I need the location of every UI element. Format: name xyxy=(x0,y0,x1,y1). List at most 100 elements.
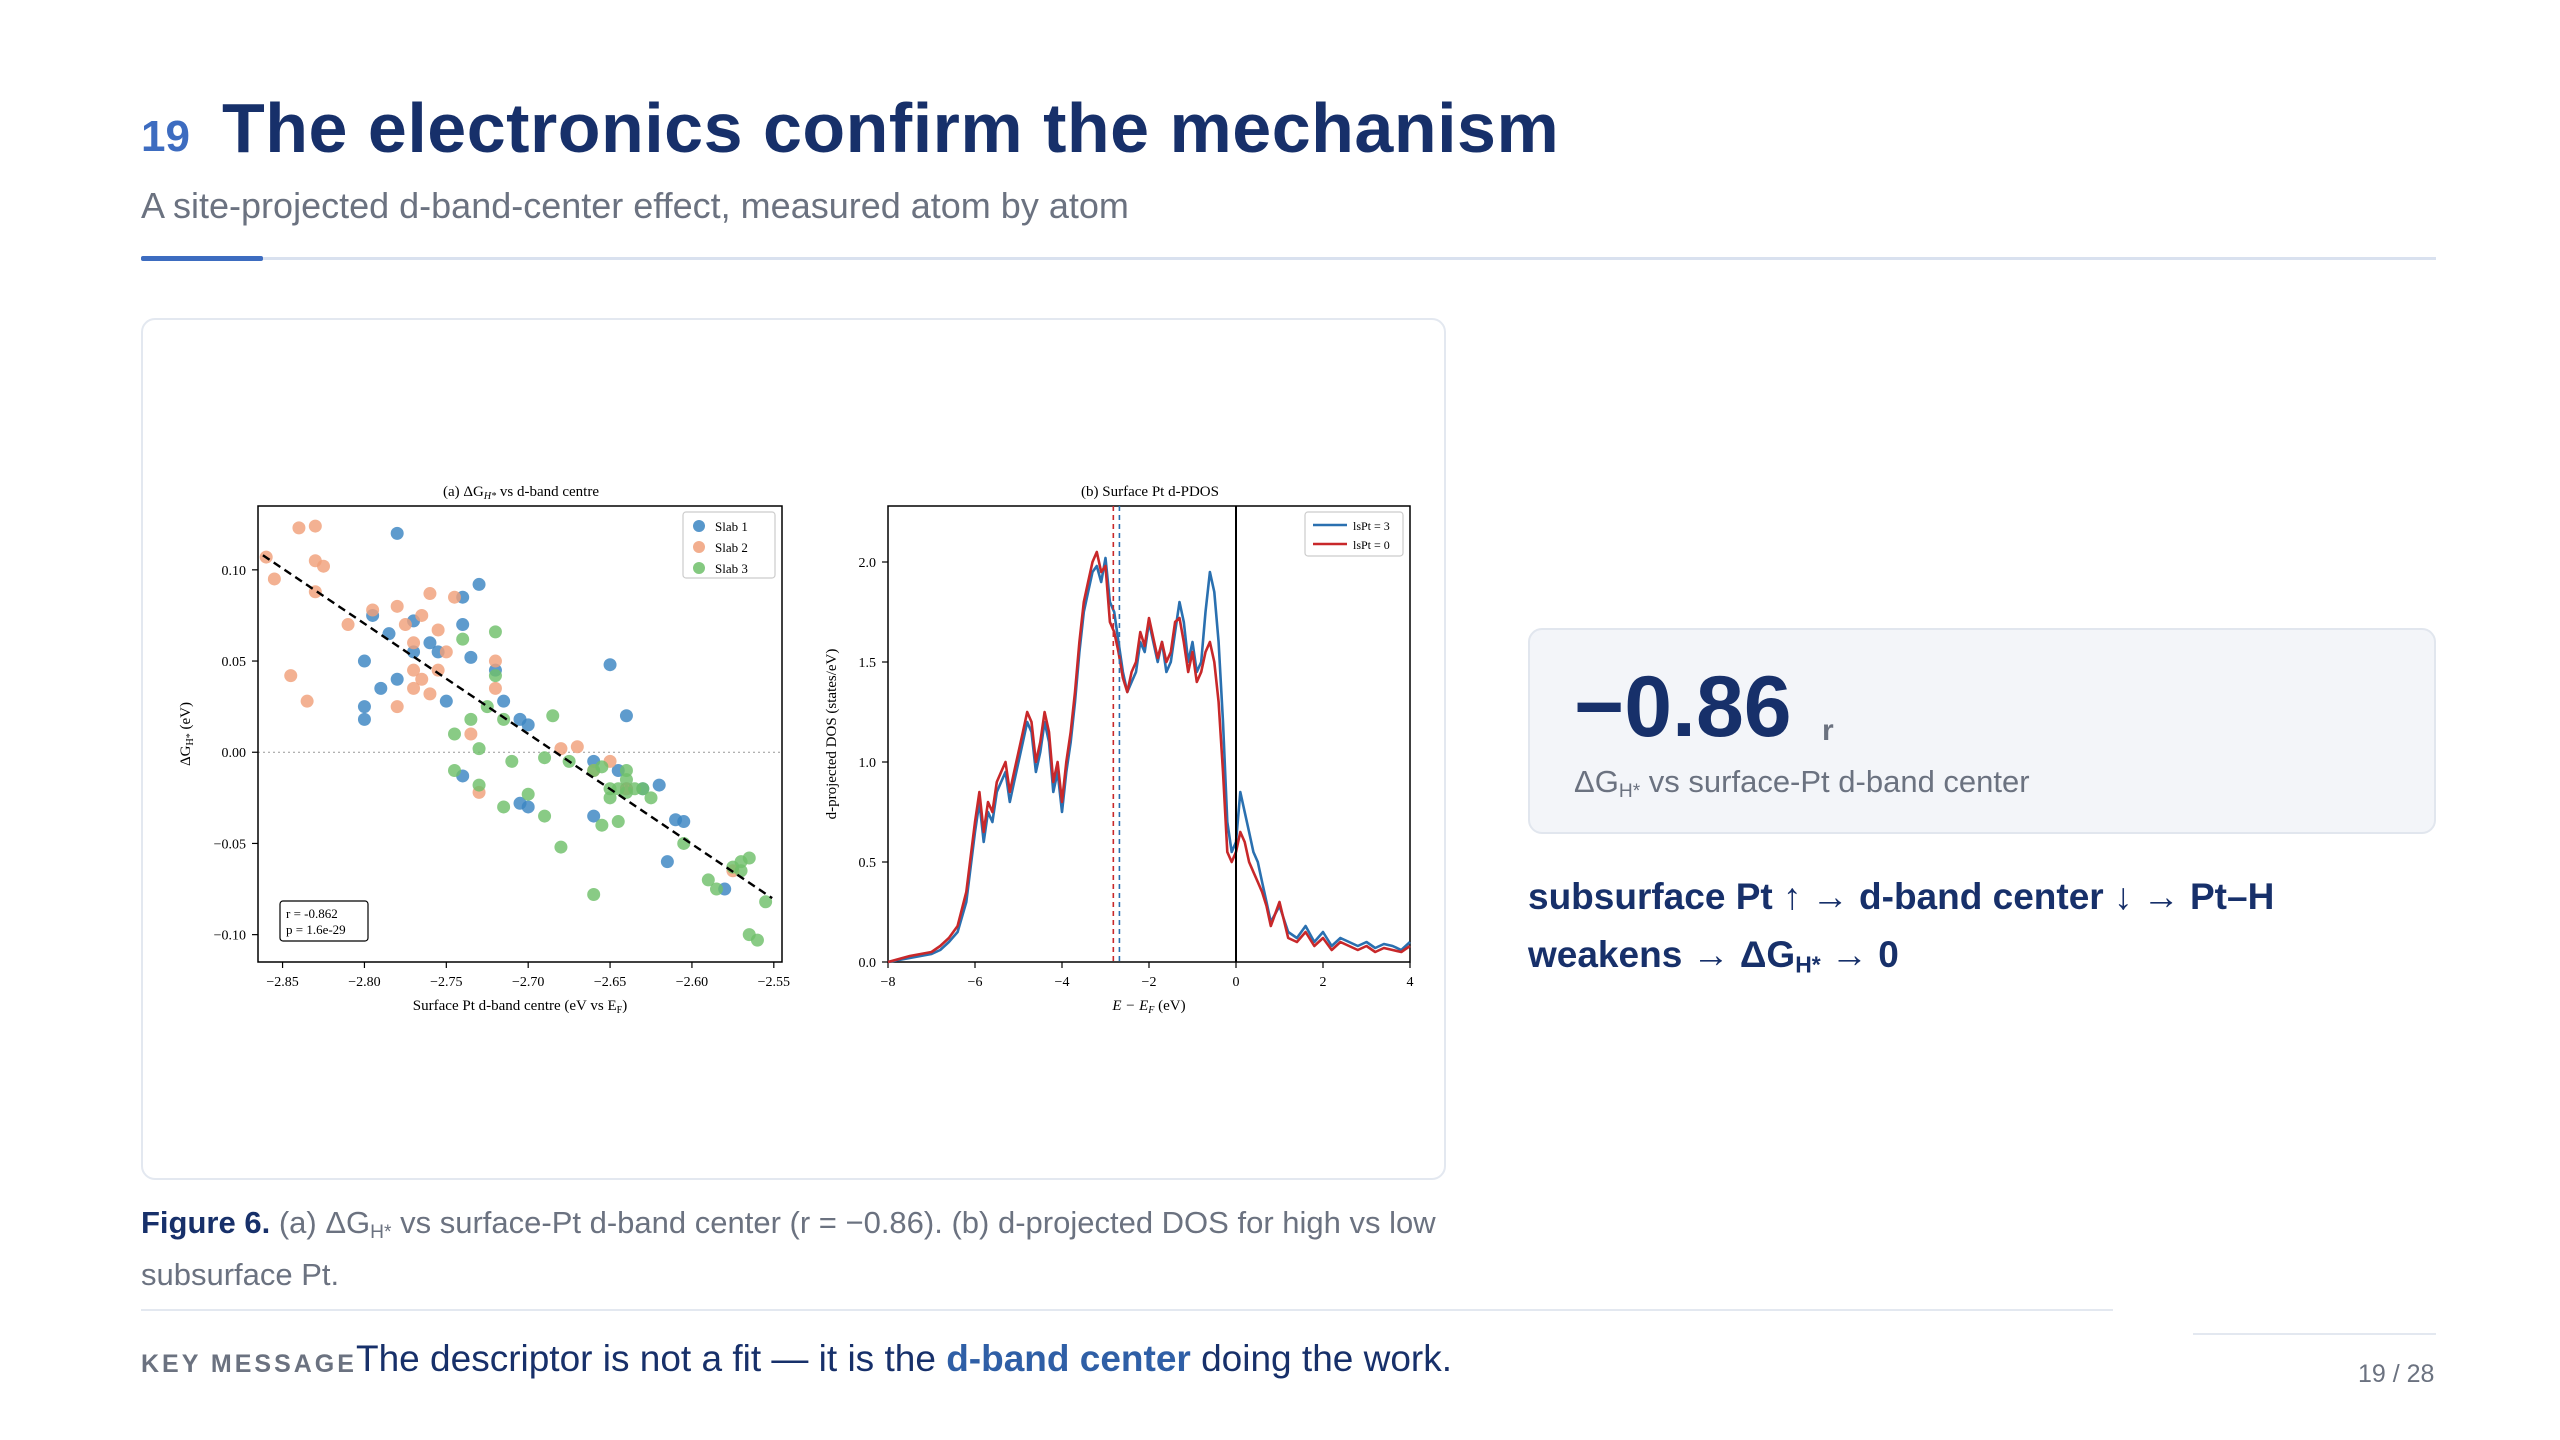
scatter-point-slab-2 xyxy=(415,608,429,622)
legend-label: Slab 1 xyxy=(715,519,748,534)
scatter-point-slab-1 xyxy=(390,672,404,686)
scatter-point-slab-2 xyxy=(439,645,453,659)
stats-p: p = 1.6e-29 xyxy=(286,922,346,937)
scatter-point-slab-2 xyxy=(407,636,421,650)
scatter-point-slab-3 xyxy=(464,712,478,726)
scatter-point-slab-1 xyxy=(677,815,691,829)
scatter-point-slab-3 xyxy=(619,773,633,787)
scatter-point-slab-2 xyxy=(431,663,445,677)
slide-title: The electronics confirm the mechanism xyxy=(222,89,1560,167)
x-tick-label: −8 xyxy=(881,975,896,990)
panel-b: (b) Surface Pt d-PDOS −8 −6 −4 −2 0 2 4 0.0 0.5 1… xyxy=(824,484,1414,1016)
scatter-point-slab-2 xyxy=(366,603,380,617)
scatter-point-slab-1 xyxy=(407,645,421,659)
scatter-point-slab-3 xyxy=(448,727,461,741)
scatter-point-slab-2 xyxy=(267,572,281,586)
caption-text-1: (a) ΔG xyxy=(270,1205,371,1240)
scatter-point-slab-3 xyxy=(472,742,486,756)
scatter-point-slab-1 xyxy=(603,658,617,672)
scatter-point-slab-3 xyxy=(505,754,519,768)
scatter-point-slab-3 xyxy=(488,625,502,639)
x-tick-label: −2.70 xyxy=(512,975,544,990)
scatter-point-slab-2 xyxy=(407,663,421,677)
scatter-point-slab-3 xyxy=(472,778,486,792)
scatter-point-slab-3 xyxy=(456,632,470,646)
scatter-point-slab-1 xyxy=(456,618,470,632)
y-tick-label: 1.0 xyxy=(859,756,877,771)
x-tick-label: 0 xyxy=(1233,975,1240,990)
scatter-point-slab-3 xyxy=(710,882,723,896)
y-tick-label: 0.0 xyxy=(859,956,877,971)
scatter-point-slab-3 xyxy=(603,791,617,805)
stat-value: −0.86 xyxy=(1574,659,1792,755)
scatter-point-slab-1 xyxy=(439,694,453,708)
scatter-point-slab-3 xyxy=(644,791,658,805)
scatter-point-slab-2 xyxy=(390,700,404,714)
scatter-point-slab-2 xyxy=(300,694,314,708)
y-tick-label: 2.0 xyxy=(859,556,877,571)
scatter-point-slab-3 xyxy=(734,864,748,878)
figure-caption: Figure 6. (a) ΔGH* vs surface-Pt d-band … xyxy=(141,1202,1461,1296)
y-tick-label: 0.5 xyxy=(859,856,877,871)
scatter-point-slab-2 xyxy=(554,742,568,756)
scatter-point-slab-2 xyxy=(570,740,584,754)
scatter-point-slab-2 xyxy=(308,519,322,533)
scatter-point-slab-1 xyxy=(472,577,486,591)
legend-label: lsPt = 0 xyxy=(1353,538,1390,552)
scatter-point-slab-3 xyxy=(742,851,756,865)
panel-b-title: (b) Surface Pt d-PDOS xyxy=(1081,484,1219,500)
panel-a: (a) ΔGH* vs d-band centre −2.85 −2.80 −2.7… xyxy=(178,484,790,1016)
scatter-point-slab-3 xyxy=(448,763,461,777)
title-divider xyxy=(141,257,2436,260)
x-tick-label: −2.55 xyxy=(758,975,790,990)
x-tick-label: −6 xyxy=(968,975,983,990)
scatter-point-slab-1 xyxy=(390,526,404,540)
panel-a-xlabel: Surface Pt d-band centre (eV vs EF) xyxy=(413,998,627,1016)
scatter-point-slab-1 xyxy=(513,796,527,810)
scatter-point-slab-3 xyxy=(546,709,560,723)
scatter-point-slab-2 xyxy=(341,618,355,632)
footer-divider xyxy=(141,1309,2113,1311)
key-message: The descriptor is not a fit — it is the … xyxy=(356,1338,1453,1379)
scatter-point-slab-3 xyxy=(595,818,609,832)
scatter-point-slab-3 xyxy=(759,895,773,909)
scatter-point-slab-1 xyxy=(357,654,371,668)
scatter-point-slab-1 xyxy=(423,636,437,650)
x-tick-label: −2.60 xyxy=(676,975,708,990)
scatter-point-slab-1 xyxy=(374,681,388,695)
x-tick-label: 2 xyxy=(1320,975,1327,990)
scatter-point-slab-2 xyxy=(317,559,330,573)
scatter-point-slab-1 xyxy=(357,712,371,726)
panel-a-frame xyxy=(257,505,783,963)
figure-6-chart: (a) ΔGH* vs d-band centre −2.85 −2.80 −2.7… xyxy=(178,484,1414,1016)
panel-b-ylabel: d-projected DOS (states/eV) xyxy=(824,649,840,820)
slide-subtitle: A site-projected d-band-center effect, m… xyxy=(141,185,1129,226)
x-tick-label: −2 xyxy=(1142,975,1157,990)
scatter-point-slab-2 xyxy=(431,623,445,637)
scatter-point-slab-3 xyxy=(701,873,715,887)
stats-r: r = -0.862 xyxy=(286,906,338,921)
scatter-point-slab-3 xyxy=(611,815,625,829)
scatter-point-slab-3 xyxy=(497,800,511,814)
figure-card: (a) ΔGH* vs d-band centre −2.85 −2.80 −2.7… xyxy=(141,318,1446,1180)
page-divider xyxy=(2193,1333,2436,1335)
scatter-point-slab-3 xyxy=(587,888,601,902)
scatter-point-slab-3 xyxy=(554,840,568,854)
slide-number: 19 xyxy=(141,112,190,161)
scatter-point-slab-2 xyxy=(407,681,421,695)
mechanism-chain: subsurface Pt ↑ → d-band center ↓ → Pt–H… xyxy=(1528,876,2275,978)
title-divider-accent xyxy=(141,256,263,261)
scatter-point-slab-2 xyxy=(423,687,437,701)
panel-b-xlabel: E − EF (eV) xyxy=(1111,998,1185,1016)
scatter-point-slab-2 xyxy=(423,587,437,601)
scatter-point-slab-2 xyxy=(464,727,478,741)
legend-marker xyxy=(693,541,705,553)
x-tick-label: −4 xyxy=(1055,975,1070,990)
legend-marker xyxy=(693,520,705,532)
x-tick-label: −2.85 xyxy=(266,975,298,990)
scatter-point-slab-3 xyxy=(538,809,552,823)
legend-label: Slab 3 xyxy=(715,561,748,576)
y-tick-label: 0.10 xyxy=(222,564,247,579)
y-tick-label: −0.10 xyxy=(214,929,246,944)
y-tick-label: −0.05 xyxy=(214,837,246,852)
